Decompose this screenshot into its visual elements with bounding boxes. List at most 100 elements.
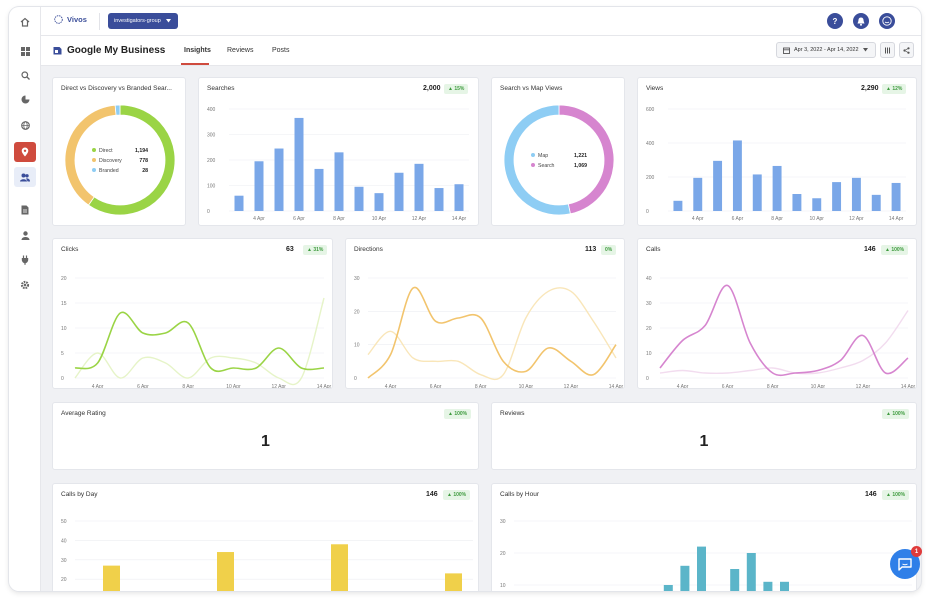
chat-badge: 1 (911, 546, 922, 557)
plug-icon[interactable] (14, 250, 36, 270)
card-calls-by-day: Calls by Day 146 ▲ 100% 20 30 40 50 (52, 483, 479, 591)
x-tick-label: 10 Apr (810, 216, 825, 222)
bar (334, 152, 344, 211)
y-tick-label: 200 (207, 158, 216, 164)
legend-swatch (531, 153, 535, 157)
change-badge: ▲ 12% (882, 84, 907, 94)
tab-insights[interactable]: Insights (184, 47, 211, 54)
x-tick-label: 8 Apr (475, 384, 487, 389)
y-tick-label: 5 (61, 351, 64, 357)
change-badge: ▲ 15% (444, 84, 469, 94)
y-tick-label: 30 (354, 276, 360, 282)
help-icon[interactable]: ? (827, 13, 843, 29)
bar (445, 573, 462, 591)
direct-donut-chart: Direct 1,194 Discovery 778 Branded 28 (64, 104, 176, 216)
series-line (74, 311, 325, 373)
sidebar (9, 7, 41, 591)
divider (99, 13, 100, 30)
date-range-picker[interactable]: Apr 3, 2022 - Apr 14, 2022 (776, 42, 876, 58)
share-icon (903, 46, 910, 54)
x-tick-label: 14 Apr (901, 384, 916, 389)
change-badge: ▲ 100% (881, 245, 909, 255)
page-title: Google My Business (53, 45, 165, 56)
bar (234, 195, 244, 211)
x-tick-label: 4 Apr (677, 384, 689, 389)
average-rating-value: 1 (261, 433, 270, 450)
pie-slice (558, 104, 615, 215)
x-tick-label: 6 Apr (137, 384, 149, 389)
card-value: 113 (585, 246, 597, 253)
y-tick-label: 200 (646, 175, 655, 181)
change-badge: ▲ 100% (443, 490, 471, 500)
y-tick-label: 400 (646, 141, 655, 147)
series-line (367, 286, 617, 379)
y-tick-label: 20 (500, 551, 506, 557)
group-selector[interactable]: investigators-group (108, 13, 178, 29)
card-title: Views (646, 85, 664, 92)
x-tick-label: 4 Apr (692, 216, 704, 222)
calls-by-hour-bar-chart: 10 20 30 (500, 519, 912, 591)
legend-swatch (92, 158, 96, 162)
pie-icon[interactable] (14, 89, 36, 109)
brand-logo[interactable]: Vivos (54, 15, 87, 24)
x-tick-label: 6 Apr (732, 216, 744, 222)
y-tick-label: 40 (646, 276, 652, 282)
tab-posts[interactable]: Posts (272, 47, 290, 54)
location-icon[interactable] (14, 142, 36, 162)
person-icon[interactable] (14, 225, 36, 245)
globe-icon[interactable] (14, 115, 36, 135)
y-tick-label: 0 (207, 209, 210, 215)
bar (331, 544, 348, 591)
bar (730, 569, 740, 591)
y-tick-label: 20 (61, 577, 67, 583)
app-window: Vivos investigators-group ? Google My Bu… (9, 7, 921, 591)
pie-slice (64, 104, 117, 206)
x-tick-label: 12 Apr (856, 384, 871, 389)
y-tick-label: 10 (61, 326, 67, 332)
y-tick-label: 20 (354, 309, 360, 315)
legend-swatch (531, 163, 535, 167)
change-badge: ▲ 31% (303, 245, 328, 255)
user-avatar[interactable] (879, 13, 895, 29)
bar (274, 148, 284, 211)
card-directions: Directions 113 0% 0 10 20 30 4 Apr 6 Apr 8 Apr… (345, 238, 625, 389)
y-tick-label: 10 (500, 583, 506, 589)
x-tick-label: 10 Apr (226, 384, 241, 389)
document-icon[interactable] (14, 200, 36, 220)
grid-icon[interactable] (14, 41, 36, 61)
card-value: 146 (864, 246, 876, 253)
home-icon[interactable] (14, 12, 36, 32)
bar (434, 188, 444, 211)
x-tick-label: 14 Apr (452, 216, 467, 222)
settings-icon[interactable] (14, 275, 36, 295)
notification-icon[interactable] (853, 13, 869, 29)
legend-value: 1,221 (574, 153, 587, 159)
y-tick-label: 600 (646, 107, 655, 113)
users-icon[interactable] (14, 167, 36, 187)
x-tick-label: 4 Apr (92, 384, 104, 389)
legend-label: Discovery (99, 158, 122, 164)
search-icon[interactable] (14, 65, 36, 85)
x-tick-label: 14 Apr (889, 216, 904, 222)
bar (763, 581, 773, 591)
y-tick-label: 20 (61, 276, 67, 282)
calendar-icon (783, 47, 790, 54)
bar (414, 163, 424, 211)
y-tick-label: 0 (646, 376, 649, 382)
card-title: Calls by Hour (500, 491, 540, 498)
x-tick-label: 8 Apr (182, 384, 194, 389)
y-tick-label: 0 (61, 376, 64, 382)
y-tick-label: 100 (207, 184, 216, 190)
series-line (659, 310, 909, 375)
y-tick-label: 0 (646, 209, 649, 215)
tab-reviews[interactable]: Reviews (227, 47, 254, 54)
x-tick-label: 14 Apr (609, 384, 624, 389)
columns-button[interactable] (880, 42, 895, 58)
x-tick-label: 4 Apr (385, 384, 397, 389)
share-button[interactable] (899, 42, 914, 58)
x-tick-label: 6 Apr (722, 384, 734, 389)
calls-line-chart: 0 10 20 30 40 4 Apr 6 Apr 8 Apr 10 Apr 12 Apr 14 A… (646, 276, 916, 389)
change-badge: 0% (601, 245, 617, 255)
x-tick-label: 14 Apr (317, 384, 332, 389)
x-tick-label: 12 Apr (412, 216, 427, 222)
